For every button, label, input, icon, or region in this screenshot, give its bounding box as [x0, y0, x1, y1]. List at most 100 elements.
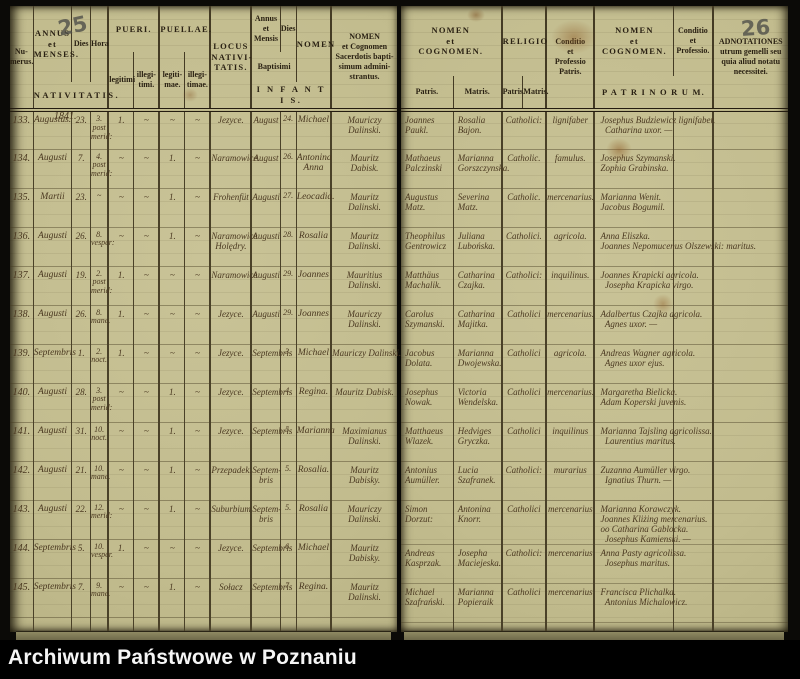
- birth-record-row-cell-sac: Mauriczy Dalinski.: [330, 305, 397, 344]
- parents-record-row-cell-cond: murarius: [545, 461, 595, 500]
- parents-record-row-cell-cond: inquilinus.: [545, 266, 595, 305]
- parents-record-row-cell-adnot: [711, 227, 788, 266]
- birth-record-row-cell-hora: 4. post merid:: [89, 149, 112, 188]
- empty-cell: [250, 616, 281, 632]
- parents-record-row-cell-cond: mercenarius: [545, 583, 595, 623]
- birth-record-row-cell-pi: ~: [133, 305, 160, 344]
- birth-record-row-cell-bm: Septembris: [250, 344, 292, 383]
- birth-record-row-cell-pi: ~: [133, 578, 160, 617]
- birth-record-row-cell-locus: Suburbium: [209, 500, 252, 539]
- parents-record-row-cell-adnot: [711, 108, 788, 149]
- births-table-right-body: Joannes Paukl. Rosalia Bajon. Catholici: li…: [401, 108, 788, 632]
- birth-record-row-cell-pl: ~: [107, 188, 134, 227]
- header-patrinorum: P A T R I N O R U M.: [593, 76, 713, 110]
- birth-record-row-cell-bd: 5.: [279, 461, 297, 500]
- parents-record-row-cell-cond: mercenarius.: [545, 383, 595, 422]
- birth-record-row-cell-pi: ~: [133, 461, 160, 500]
- birth-record-row-cell-sac: Maximianus Dalinski.: [330, 422, 397, 461]
- header-puellae: PUELLAE.: [158, 6, 211, 52]
- parents-record-row-cell-mater: Rosalia Bajon.: [452, 108, 502, 149]
- birth-record-row: 138. Augusti 26. 8. mane. 1. ~ ~ ~ Jezyce. August…: [10, 305, 397, 344]
- parents-record-row-cell-cond2: [673, 461, 713, 500]
- empty-cell: [209, 616, 252, 632]
- parents-record-row: Augustus Matz. Severina Matz. Catholic. mer…: [401, 188, 788, 227]
- header-pueri: PUERI.: [107, 6, 160, 52]
- parents-record-row-cell-patrini: Anna Eliszka. Joannes Nepomucenus Olszew…: [593, 227, 756, 266]
- birth-record-row-cell-sac: Mauritz Dalinski.: [330, 578, 397, 617]
- parents-record-row-cell-patrini: Josephus Budziewicz lignifaber. Catharin…: [593, 108, 715, 149]
- parents-record-row-cell-cond: lignifaber: [545, 108, 595, 149]
- empty-cell: [32, 616, 72, 632]
- parents-record-row: Antonius Aumüller. Lucia Szafranek. Cathol…: [401, 461, 788, 500]
- birth-record-row: 143. Augusti 22. 12. merid: ~ ~1. ~ Suburbium Se…: [10, 500, 397, 539]
- birth-record-row-cell-dies: 31.: [71, 422, 91, 461]
- birth-record-row: 133. Augustus. 23. 3. post merid: 1. ~ ~ ~ Jezyc…: [10, 108, 397, 149]
- birth-record-row-cell-mensis: Augusti: [32, 266, 72, 305]
- parents-record-row-cell-religio: Catholici: [500, 422, 547, 461]
- header-adnotationes: ADNOTATIONES utrum gemelli seu quia aliu…: [711, 6, 788, 110]
- birth-record-row-cell-hora: 3. post merid:: [89, 383, 112, 422]
- parents-record-row-cell-cond2: [673, 266, 713, 305]
- parents-record-row-filler: [401, 621, 788, 632]
- birth-record-row-cell-nomen: Marianna: [295, 422, 335, 461]
- parents-record-row-cell-mater: Juliana Lubońska.: [452, 227, 502, 266]
- parents-record-row-cell-pater: Michael Szafrański.: [405, 586, 445, 607]
- birth-record-row-cell-num: 133.: [10, 108, 34, 149]
- birth-record-row-cell-dies: 26.: [71, 227, 91, 266]
- parents-record-row-cell-mater: Marianna Popieraik: [452, 583, 502, 623]
- birth-record-row-cell-hora: 3. post merid:: [89, 108, 112, 149]
- header-nativitatis: NATIVITATIS.: [32, 82, 118, 110]
- birth-record-row-cell-gi: ~: [184, 149, 211, 188]
- birth-record-row-cell-sac: Mauritz Dalinski.: [330, 188, 397, 227]
- birth-record-row-cell-num: 143.: [12, 503, 31, 515]
- parents-record-row-cell-cond: mercenarius.: [545, 188, 595, 227]
- birth-record-row-cell-sac: Mauritz Dalinski.: [330, 227, 397, 266]
- birth-record-row-cell-hora: 8. mane.: [89, 305, 110, 344]
- parents-record-row-cell-cond2: [673, 149, 713, 188]
- birth-record-row-cell-sac: Mauritius Dalinski.: [330, 266, 397, 305]
- birth-record-row-cell-bd: 27.: [279, 188, 297, 227]
- births-table-right: NOMEN et COGNOMEN. RELIGIO Conditio et P…: [401, 6, 788, 632]
- birth-record-row-cell-dies: 1.: [71, 344, 91, 383]
- birth-record-row-cell-pi: ~: [133, 188, 160, 227]
- parents-record-row-cell-mater: Hedviges Gryczka.: [452, 422, 502, 461]
- birth-record-row-cell-sac: Mauriczy Dalinski.: [330, 344, 401, 383]
- parents-record-row-cell-cond2: [673, 422, 713, 461]
- birth-record-row: 141. Augusti 31. 10. noct. ~ ~1. ~ Jezyce. Septe…: [10, 422, 397, 461]
- birth-record-row: 144. Septembris 5. 10. vesper. 1. ~ ~ ~ Jezyce. S…: [10, 539, 397, 578]
- birth-record-row: 145. Septembris 7. 9. mane. ~ ~1. ~ Sołacz Septe…: [10, 578, 397, 617]
- empty-cell: [673, 621, 713, 632]
- empty-cell: [330, 616, 397, 632]
- birth-record-row-cell-bd: 5.: [279, 500, 297, 539]
- birth-record-row-cell-gi: ~: [184, 305, 211, 344]
- parents-record-row-cell-religio: Catholic.: [500, 188, 547, 227]
- birth-record-row-cell-gl: 1.: [158, 188, 185, 227]
- birth-record-row-cell-bd: 28.: [279, 227, 297, 266]
- parents-record-row: Mathaeus Palczinski Marianna Gorszczynska…: [401, 149, 788, 188]
- birth-record-row-cell-bd: 5.: [279, 422, 297, 461]
- birth-record-row-cell-nomen: Rosalia: [295, 500, 332, 539]
- parents-record-row-cell-patrini: Anna Pasty agricolissa. Josephus maritus…: [593, 544, 686, 584]
- parents-record-row-cell-mater: Catharina Czajka.: [452, 266, 502, 305]
- parents-record-row-cell-adnot: [711, 383, 788, 422]
- empty-cell: [711, 621, 788, 632]
- parents-record-row: Andreas Kasprzak. Josepha Maciejeska. Cath…: [401, 544, 788, 584]
- birth-record-row-cell-gl: 1.: [158, 578, 185, 617]
- parents-record-row-cell-pater: Jacobus Dolata.: [405, 347, 435, 368]
- birth-record-row-cell-num: 145.: [12, 581, 31, 593]
- birth-record-row-cell-hora: 10. vesper.: [89, 539, 113, 578]
- book-page-edge-right: [404, 631, 784, 640]
- birth-record-row-cell-bm: Augusti: [250, 266, 281, 305]
- birth-record-row-cell-locus: Jezyce.: [209, 108, 252, 149]
- birth-record-row-cell-bd: 4.: [279, 383, 297, 422]
- parents-record-row: Michael Szafrański. Marianna Popieraik Cat…: [401, 583, 788, 623]
- birth-record-row-cell-bd: 29.: [279, 305, 297, 344]
- birth-record-row-cell-bm: Augusti: [250, 188, 281, 227]
- birth-record-row-cell-bd: 6.: [279, 539, 297, 578]
- parents-record-row-cell-cond: inquilinus: [545, 422, 595, 461]
- parents-record-row-cell-patrini: Andreas Wagner agricola. Agnes uxor ejus…: [593, 344, 695, 383]
- birth-record-row-cell-dies: 23.: [71, 108, 91, 149]
- empty-cell: [133, 616, 160, 632]
- birth-record-row-cell-num: 142.: [12, 464, 31, 476]
